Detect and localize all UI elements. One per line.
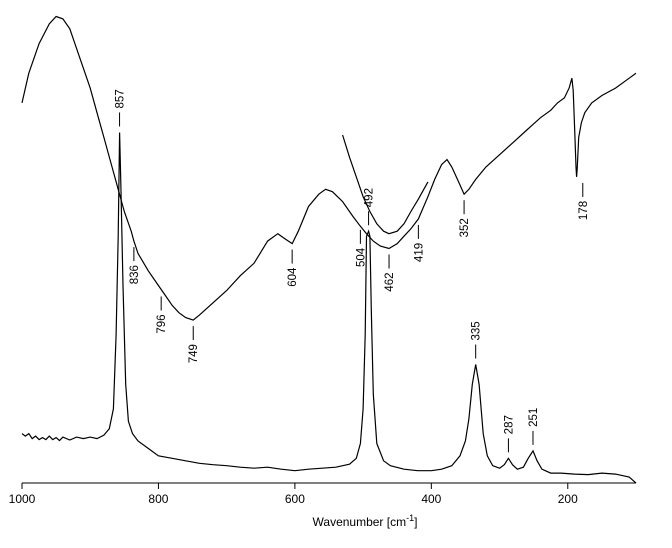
spectrum-curves: [21, 15, 637, 484]
x-axis-title-unit-exponent: -1: [406, 513, 414, 523]
peak-label: 492: [364, 188, 376, 207]
x-axis-ticks: 1000 800 600 400 200: [9, 483, 578, 506]
x-axis-title-end: ]: [414, 515, 417, 529]
x-tick-label: 1000: [9, 492, 36, 506]
peak-label: 604: [287, 267, 299, 287]
peak-label: 251: [528, 408, 540, 427]
x-tick-label: 800: [148, 492, 168, 506]
peak-label: 352: [459, 218, 471, 237]
x-axis-title: Wavenumber [cm-1]: [313, 513, 418, 529]
peak-label: 287: [503, 415, 515, 434]
peak-label: 796: [156, 314, 168, 333]
spectrum-line-3: [21, 132, 637, 484]
peak-label: 335: [471, 321, 483, 340]
x-tick-label: 400: [421, 492, 441, 506]
peak-label: 857: [115, 89, 127, 108]
spectrum-line-1: [21, 15, 637, 321]
spectrum-line-2: [342, 134, 429, 235]
peak-label: 749: [188, 344, 200, 363]
x-axis: 1000 800 600 400 200: [9, 482, 636, 506]
x-tick-label: 600: [285, 492, 305, 506]
peak-label: 836: [129, 265, 141, 284]
peak-annotations: 857 836 796 749 604 504 492 462 419 352 335 287 251 1…: [115, 89, 590, 453]
peak-label: 178: [578, 201, 590, 220]
peak-label: 504: [355, 247, 367, 267]
peak-label: 419: [413, 243, 425, 262]
x-axis-title-main: Wavenumber [cm: [313, 515, 407, 529]
peak-label: 462: [384, 273, 396, 292]
x-tick-label: 200: [558, 492, 578, 506]
